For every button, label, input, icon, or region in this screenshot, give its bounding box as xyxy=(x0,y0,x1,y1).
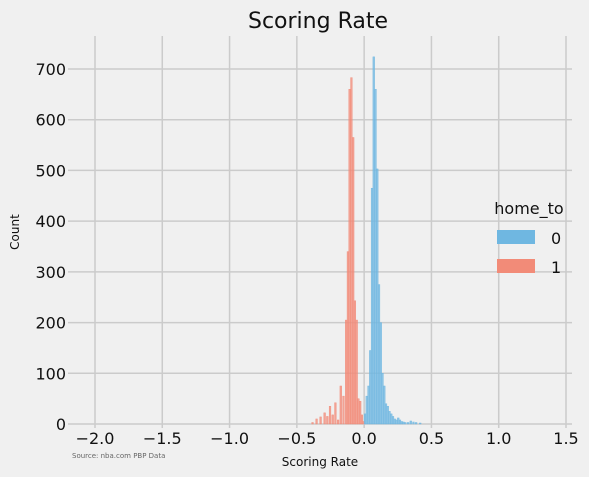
histogram-bar-1 xyxy=(352,137,355,425)
legend-label-0: 0 xyxy=(551,229,561,248)
histogram-bar-0 xyxy=(370,187,374,425)
x-tick-labels: −2.0 −1.5 −1.0 −0.5 0.0 0.5 1.0 1.5 xyxy=(76,429,579,448)
x-tick-label: −0.5 xyxy=(277,429,316,448)
legend-label-1: 1 xyxy=(551,258,561,277)
histogram-bar-1 xyxy=(328,406,332,425)
x-tick-label: 1.0 xyxy=(486,429,511,448)
histogram-bar-0 xyxy=(407,422,410,425)
histogram-bar-1 xyxy=(323,412,326,425)
histogram-bar-1 xyxy=(315,418,318,425)
histogram-bar-0 xyxy=(400,421,403,425)
histogram-bar-0 xyxy=(388,411,391,425)
histogram-bar-1 xyxy=(348,89,351,425)
y-tick-label: 300 xyxy=(35,263,66,282)
y-tick-label: 0 xyxy=(56,415,66,434)
histogram-bar-0 xyxy=(409,420,412,425)
histogram-bar-0 xyxy=(415,422,418,425)
legend-swatch-1 xyxy=(497,259,535,273)
histogram-bar-0 xyxy=(365,395,368,425)
histogram-bar-1 xyxy=(357,398,360,425)
histogram-bar-0 xyxy=(393,418,396,425)
grid xyxy=(68,36,572,428)
histogram-bars xyxy=(311,56,422,425)
histogram-bar-0 xyxy=(379,322,382,425)
histogram-bar-1 xyxy=(311,422,314,425)
chart-title: Scoring Rate xyxy=(248,9,388,34)
y-tick-label: 200 xyxy=(35,314,66,333)
x-tick-label: −1.5 xyxy=(143,429,182,448)
histogram-bar-1 xyxy=(353,300,356,425)
x-axis-label: Scoring Rate xyxy=(282,455,358,469)
histogram-bar-0 xyxy=(391,416,395,425)
x-tick-label: 1.5 xyxy=(553,429,578,448)
x-tick-label: 0.5 xyxy=(419,429,444,448)
histogram-bar-1 xyxy=(339,385,342,425)
histogram-bar-0 xyxy=(367,385,370,425)
histogram-bar-0 xyxy=(404,422,407,425)
x-tick-label: 0.0 xyxy=(351,429,376,448)
histogram-bar-0 xyxy=(412,421,415,425)
histogram-bar-0 xyxy=(381,373,384,425)
histogram-bar-1 xyxy=(355,319,358,425)
y-tick-label: 500 xyxy=(35,161,66,180)
histogram-bar-0 xyxy=(369,350,372,425)
histogram-bar-1 xyxy=(350,77,353,425)
histogram-bar-0 xyxy=(386,406,389,425)
histogram-bar-1 xyxy=(334,402,337,425)
y-tick-label: 600 xyxy=(35,111,66,130)
histogram-bar-0 xyxy=(390,413,393,425)
y-tick-labels: 0 100 200 300 400 500 600 700 xyxy=(35,60,66,434)
histogram-bar-0 xyxy=(383,385,386,425)
source-note: Source: nba.com PBP Data xyxy=(72,452,165,460)
histogram-bar-1 xyxy=(326,416,329,425)
histogram-bar-1 xyxy=(342,395,345,425)
histogram-bar-0 xyxy=(363,413,367,425)
y-tick-label: 100 xyxy=(35,364,66,383)
legend: home_to 0 1 xyxy=(494,199,563,277)
histogram-bar-0 xyxy=(384,403,388,425)
histogram-bar-0 xyxy=(419,422,422,425)
histogram-bar-0 xyxy=(372,56,375,425)
legend-title: home_to xyxy=(494,199,563,219)
histogram-bar-0 xyxy=(398,419,402,425)
histogram-bar-0 xyxy=(395,419,398,425)
histogram-bar-0 xyxy=(376,168,379,425)
histogram-bar-0 xyxy=(397,417,400,425)
histogram-bar-0 xyxy=(374,89,377,425)
histogram-bar-0 xyxy=(402,421,405,425)
legend-swatch-0 xyxy=(497,230,535,244)
x-tick-label: −1.0 xyxy=(210,429,249,448)
histogram-bar-1 xyxy=(319,416,322,425)
histogram-bar-1 xyxy=(331,414,334,425)
histogram-bar-1 xyxy=(360,414,363,425)
y-tick-label: 400 xyxy=(35,212,66,231)
histogram-bar-1 xyxy=(359,400,362,425)
y-tick-label: 700 xyxy=(35,60,66,79)
x-tick-label: −2.0 xyxy=(76,429,115,448)
y-axis-label: Count xyxy=(8,214,22,250)
histogram-bar-0 xyxy=(377,284,381,425)
histogram-bar-1 xyxy=(346,251,350,425)
histogram-bar-1 xyxy=(345,319,348,425)
histogram-bar-1 xyxy=(337,419,340,425)
